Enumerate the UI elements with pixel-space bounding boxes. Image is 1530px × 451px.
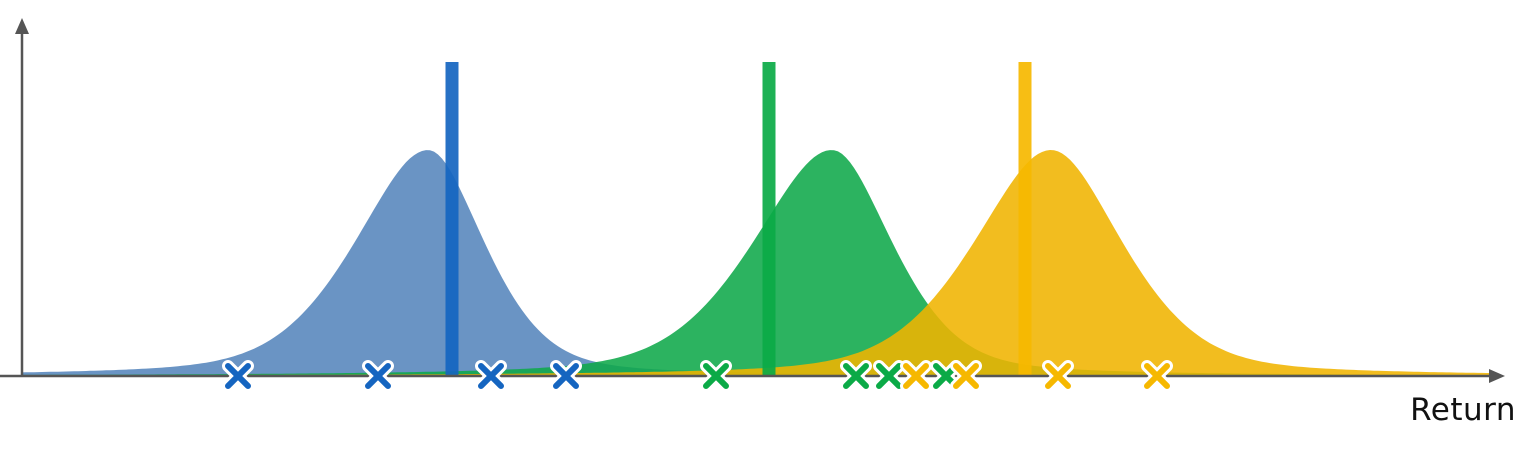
blue-distribution-curve — [22, 150, 1490, 376]
mean-lines — [445, 62, 1032, 376]
yellow-mean-line — [1018, 62, 1032, 376]
blue-sample-marker-icon — [362, 360, 394, 392]
yellow-sample-marker-icon — [950, 360, 982, 392]
x-axis-arrow-icon — [1489, 369, 1505, 383]
green-sample-marker-icon — [700, 360, 732, 392]
yellow-sample-marker-icon — [1042, 360, 1074, 392]
yellow-distribution-curve — [22, 150, 1490, 376]
green-sample-marker-icon — [873, 360, 905, 392]
distribution-curves — [22, 150, 1490, 376]
green-mean-line — [762, 62, 776, 376]
blue-mean-line — [445, 62, 459, 376]
sample-markers — [222, 360, 1173, 392]
yellow-sample-marker-icon — [1141, 360, 1173, 392]
green-sample-marker-icon — [840, 360, 872, 392]
green-distribution-curve — [22, 150, 1490, 376]
axes — [0, 18, 1505, 383]
y-axis-arrow-icon — [15, 18, 29, 34]
yellow-sample-marker-icon — [900, 360, 932, 392]
blue-sample-marker-icon — [475, 360, 507, 392]
blue-sample-marker-icon — [222, 360, 254, 392]
blue-sample-marker-icon — [550, 360, 582, 392]
x-axis-label: Return — [1410, 392, 1516, 428]
